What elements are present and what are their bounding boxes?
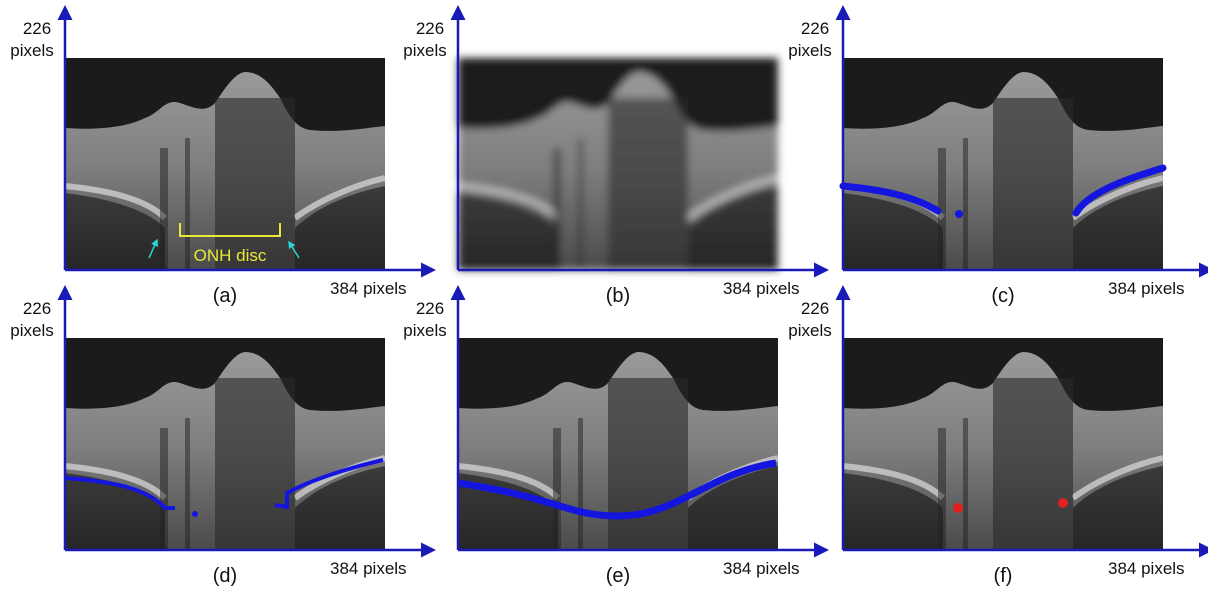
caption: (e) [606, 565, 630, 587]
y-axis-label: 226 [801, 19, 829, 38]
panel: 226 pixels 384 pixels (b) [403, 5, 829, 307]
oct-scan [843, 58, 1163, 270]
panel: 226 pixels 384 pixels (d) [10, 285, 436, 587]
x-axis-label: 384 pixels [723, 279, 800, 298]
panel: ONH disc 226 pixels 384 pixels (a) [10, 5, 436, 307]
arrow [148, 238, 158, 259]
x-axis-label: 384 pixels [1108, 559, 1185, 578]
boundary [839, 182, 942, 215]
boundary [64, 476, 175, 510]
y-axis-label: 226 [801, 299, 829, 318]
y-axis-label: pixels [403, 321, 446, 340]
y-axis-label: 226 [23, 299, 51, 318]
panel: 226 pixels 384 pixels (e) [403, 285, 829, 587]
oct-image [839, 58, 1167, 270]
landmark [953, 503, 963, 513]
x-axis-label: 384 pixels [723, 559, 800, 578]
y-axis-label: pixels [10, 41, 53, 60]
x-axis-label: 384 pixels [1108, 279, 1185, 298]
onh-bracket [179, 223, 281, 237]
boundary-dot [192, 511, 198, 517]
boundary-dot [955, 210, 963, 218]
landmark [1058, 498, 1068, 508]
oct-image [458, 338, 778, 550]
oct-scan [458, 58, 778, 270]
caption: (c) [991, 285, 1014, 307]
boundary [274, 458, 384, 510]
boundary [457, 459, 777, 520]
caption: (d) [213, 565, 237, 587]
caption: (b) [606, 285, 630, 307]
y-axis-label: pixels [10, 321, 53, 340]
oct-scan [843, 338, 1163, 550]
y-axis-label: pixels [403, 41, 446, 60]
caption: (a) [213, 285, 237, 307]
y-axis-label: pixels [788, 41, 831, 60]
x-axis-label: 384 pixels [330, 559, 407, 578]
boundary [1072, 164, 1167, 217]
panel: 226 pixels 384 pixels (f) [788, 285, 1208, 587]
panel: 226 pixels 384 pixels (c) [788, 5, 1208, 307]
arrow [288, 240, 300, 259]
x-axis-label: 384 pixels [330, 279, 407, 298]
y-axis-label: 226 [416, 299, 444, 318]
annotation: ONH disc [194, 246, 267, 265]
y-axis-label: 226 [23, 19, 51, 38]
y-axis-label: 226 [416, 19, 444, 38]
oct-image [843, 338, 1163, 550]
oct-image [65, 338, 385, 550]
y-axis-label: pixels [788, 321, 831, 340]
oct-scan [65, 58, 385, 270]
oct-scan [65, 338, 385, 550]
oct-image [458, 58, 778, 270]
oct-image: ONH disc [65, 58, 385, 270]
caption: (f) [994, 565, 1013, 587]
